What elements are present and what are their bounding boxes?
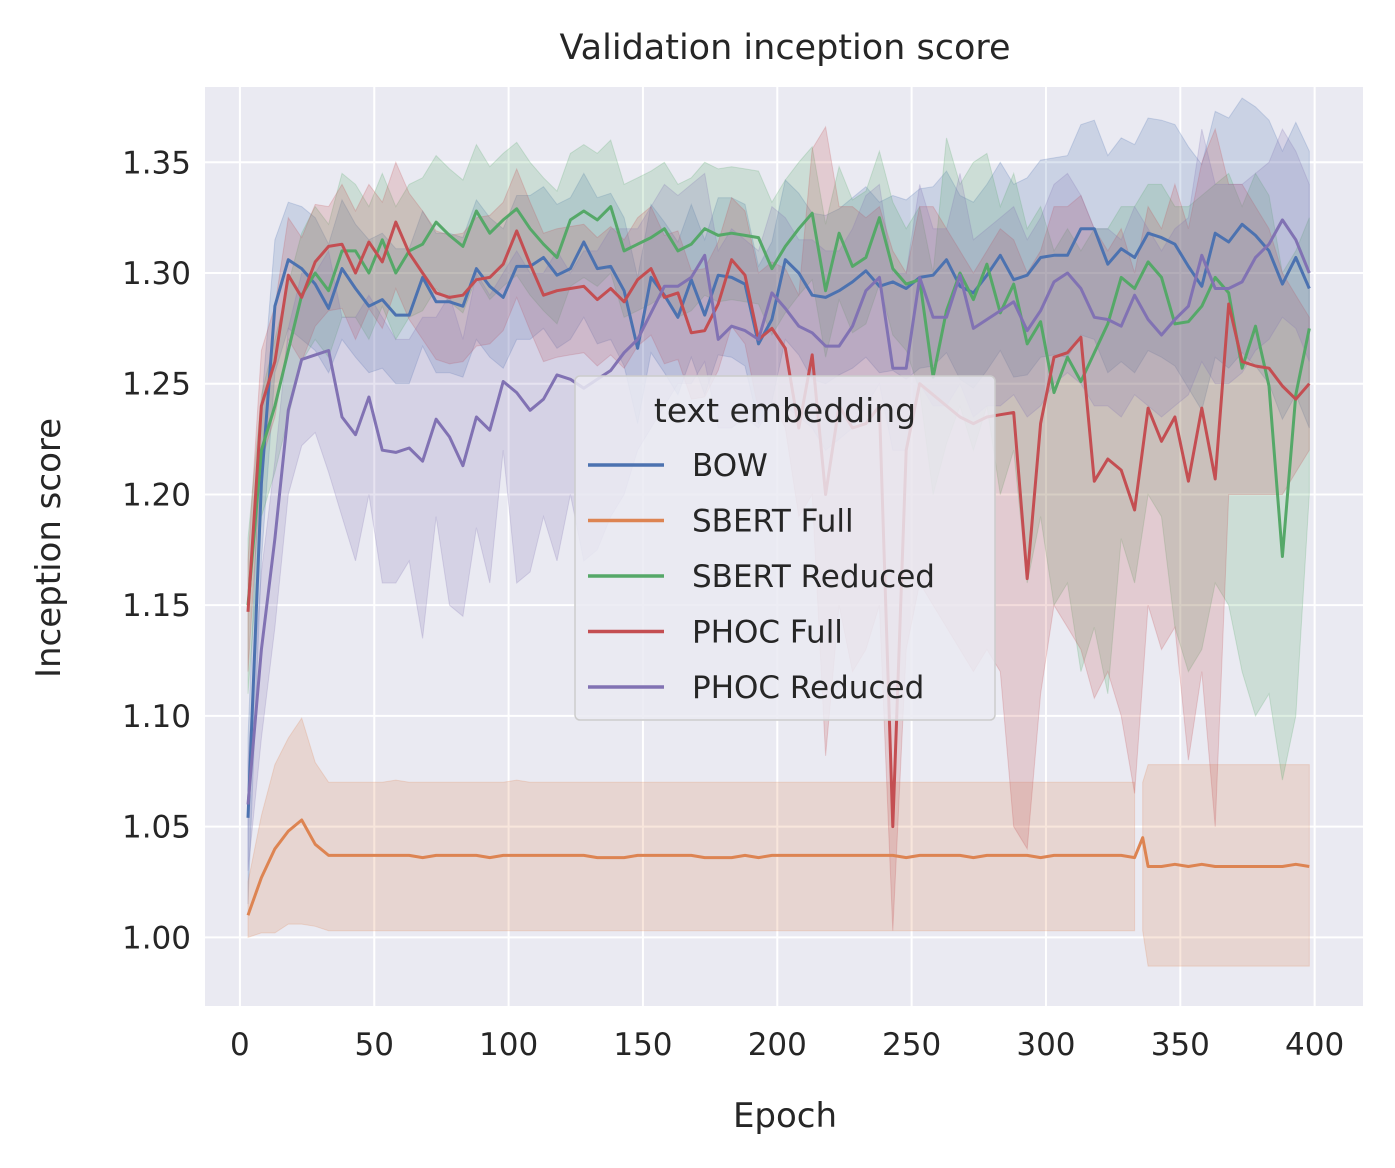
confidence-band (247, 716, 1136, 939)
y-tick-label: 1.25 (122, 367, 191, 403)
series-line (246, 222, 1311, 818)
y-tick-label: 1.20 (122, 477, 191, 513)
y-tick-label: 1.15 (122, 588, 191, 624)
x-tick-label: 350 (1151, 1027, 1210, 1063)
y-tick-label: 1.00 (122, 920, 191, 956)
series-line (246, 205, 1311, 606)
x-tick-labels: 0 50 100 150 200 250 300 350 400 (230, 1027, 1344, 1063)
y-axis-label: Inception score (29, 418, 69, 678)
x-tick-label: 200 (748, 1027, 807, 1063)
x-tick-label: 100 (479, 1027, 538, 1063)
chart-title: Validation inception score (559, 28, 1010, 68)
confidence-band (247, 97, 1310, 905)
x-axis-label: Epoch (733, 1096, 837, 1136)
x-tick-label: 300 (1016, 1027, 1075, 1063)
legend-items: BOW SBERT Full SBERT Reduced PHOC Full PHOC … (588, 448, 935, 706)
x-tick-label: 400 (1285, 1027, 1344, 1063)
y-tick-label: 1.35 (122, 145, 191, 181)
series-line (246, 220, 1311, 829)
y-tick-label: 1.30 (122, 256, 191, 292)
x-tick-label: 0 (230, 1027, 250, 1063)
x-tick-label: 50 (355, 1027, 394, 1063)
y-tick-labels: 1.00 1.05 1.10 1.15 1.20 1.25 1.30 1.35 (122, 145, 191, 956)
legend-label: SBERT Full (692, 504, 854, 540)
series-line (246, 218, 1311, 805)
series-line (246, 818, 1310, 916)
y-tick-label: 1.10 (122, 699, 191, 735)
legend-label: BOW (692, 448, 768, 484)
legend: text embedding BOW SBERT Full SBERT Reduce… (574, 375, 996, 721)
confidence-band (247, 125, 1310, 931)
legend-label: PHOC Reduced (692, 670, 924, 706)
legend-label: PHOC Full (692, 615, 843, 651)
legend-title: text embedding (654, 391, 916, 430)
legend-box (574, 375, 996, 721)
confidence-bands (247, 97, 1310, 967)
y-tick-label: 1.05 (122, 810, 191, 846)
x-tick-label: 150 (613, 1027, 672, 1063)
x-tick-label: 250 (882, 1027, 941, 1063)
series-lines (246, 205, 1311, 916)
legend-label: SBERT Reduced (692, 559, 935, 595)
confidence-band (247, 137, 1310, 781)
